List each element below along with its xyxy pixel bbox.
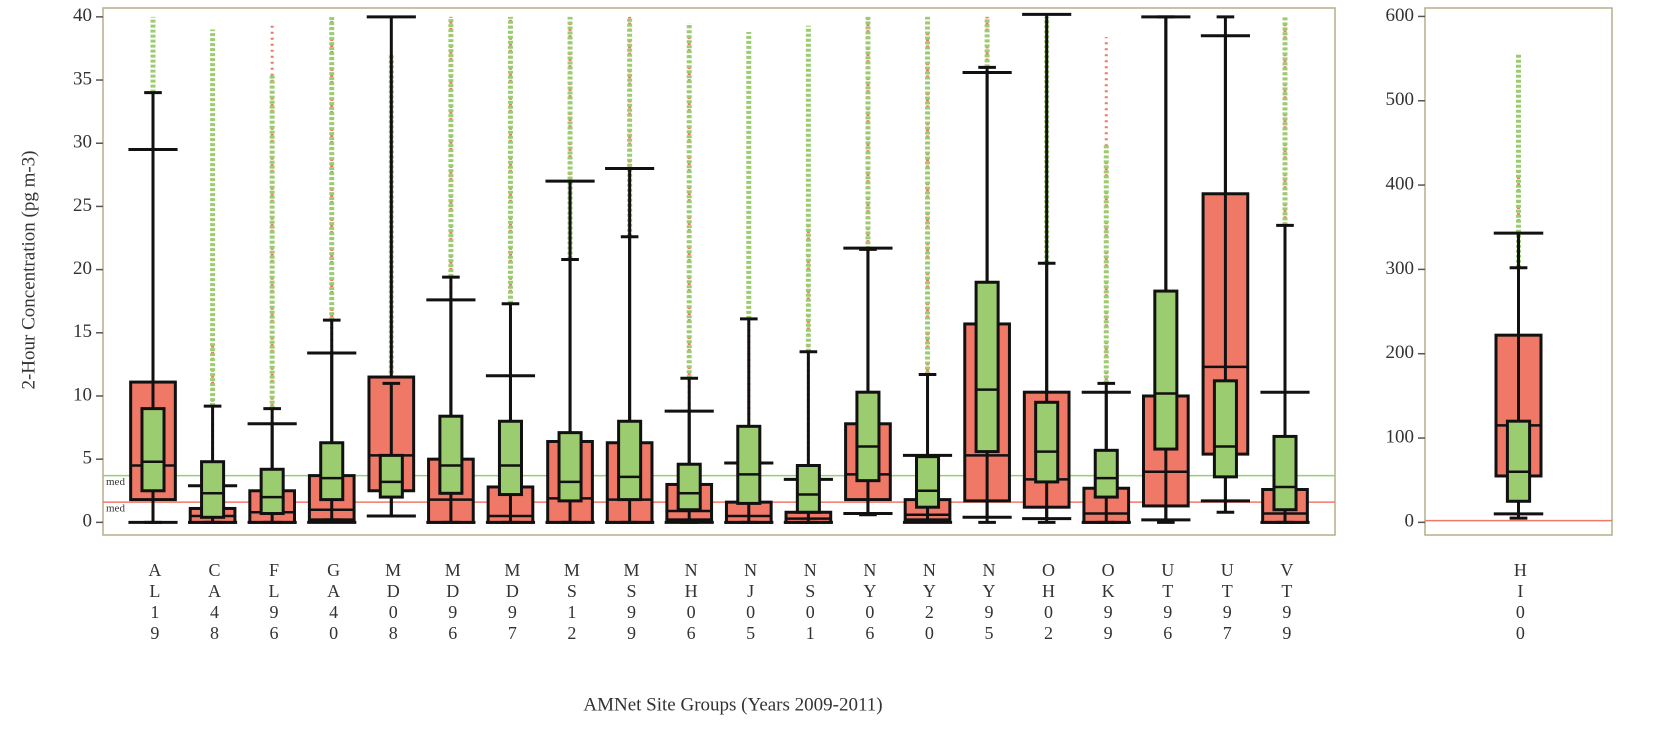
- x-tick-label: MS99: [622, 560, 642, 644]
- x-tick-label: NY20: [919, 560, 939, 644]
- y-tick-label: 30: [73, 132, 92, 153]
- box: [617, 419, 643, 502]
- y-tick-label: 15: [73, 321, 92, 342]
- x-tick-label: OK99: [1098, 560, 1118, 644]
- x-tick-label: MD08: [383, 560, 403, 644]
- box: [1153, 289, 1179, 451]
- box: [1272, 434, 1298, 512]
- x-tick-label: VT99: [1277, 560, 1297, 644]
- y-tick-label: 400: [1386, 173, 1415, 194]
- x-tick-label: MD97: [502, 560, 522, 644]
- x-tick-label: FL96: [264, 560, 284, 644]
- box: [1093, 448, 1119, 499]
- y-tick-label: 5: [83, 448, 93, 469]
- x-tick-label: NH06: [681, 560, 701, 644]
- x-tick-label: AL19: [145, 560, 165, 644]
- x-axis-label: AMNet Site Groups (Years 2009-2011): [583, 694, 882, 715]
- box: [855, 390, 881, 483]
- plot-frame: [102, 7, 1336, 536]
- y-tick-label: 0: [1405, 511, 1415, 532]
- box: [1505, 419, 1532, 503]
- reference-label: med: [106, 503, 125, 515]
- y-tick-label: 35: [73, 68, 92, 89]
- x-tick-label: MD96: [443, 560, 463, 644]
- x-tick-label: NY95: [979, 560, 999, 644]
- x-tick-label: NJ05: [741, 560, 761, 644]
- x-tick-label: UT97: [1217, 560, 1237, 644]
- x-tick-label: NY06: [860, 560, 880, 644]
- x-tick-label: OH02: [1039, 560, 1059, 644]
- y-tick-label: 600: [1386, 5, 1415, 26]
- box: [676, 462, 702, 512]
- box: [497, 419, 523, 497]
- y-tick-label: 10: [73, 384, 92, 405]
- y-tick-label: 40: [73, 5, 92, 26]
- box: [736, 424, 762, 505]
- y-tick-label: 25: [73, 195, 92, 216]
- box: [140, 407, 166, 493]
- y-tick-label: 300: [1386, 258, 1415, 279]
- x-tick-label: UT96: [1158, 560, 1178, 644]
- box: [319, 441, 345, 502]
- box: [259, 467, 285, 516]
- box: [974, 280, 1000, 454]
- box: [378, 453, 404, 499]
- box: [438, 414, 464, 495]
- x-tick-label: GA40: [324, 560, 344, 644]
- x-tick-label: NS01: [800, 560, 820, 644]
- reference-label: med: [106, 476, 125, 488]
- box: [795, 463, 821, 514]
- y-tick-label: 20: [73, 258, 92, 279]
- y-tick-label: 0: [83, 511, 93, 532]
- x-tick-label: HI00: [1510, 560, 1530, 644]
- box: [1034, 400, 1060, 484]
- x-tick-label: MS12: [562, 560, 582, 644]
- box: [200, 460, 226, 519]
- box: [557, 431, 583, 503]
- y-axis-label: 2-Hour Concentration (pg m-3): [18, 150, 39, 389]
- y-tick-label: 500: [1386, 89, 1415, 110]
- y-tick-label: 200: [1386, 342, 1415, 363]
- plot-frame: [1424, 7, 1613, 536]
- box: [915, 455, 941, 509]
- y-tick-label: 100: [1386, 426, 1415, 447]
- x-tick-label: CA48: [204, 560, 224, 644]
- box: [1212, 379, 1238, 479]
